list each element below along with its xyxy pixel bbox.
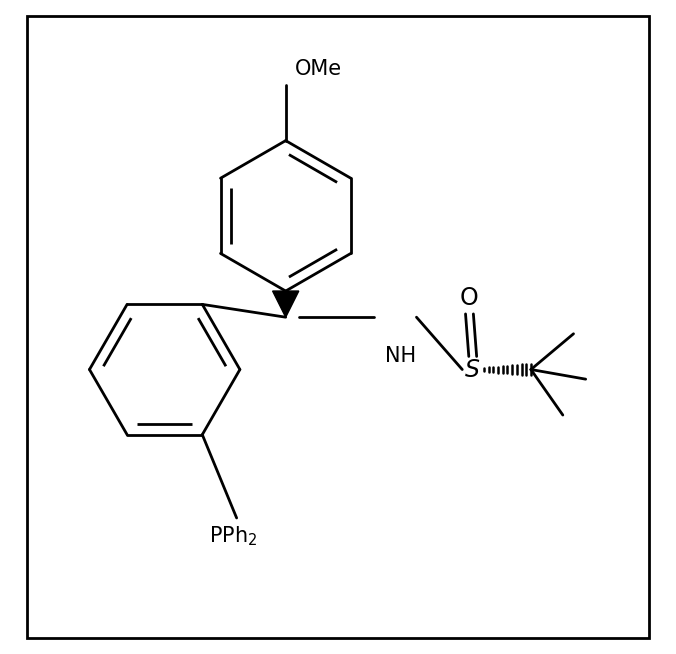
Polygon shape bbox=[272, 291, 299, 317]
Text: PPh$_2$: PPh$_2$ bbox=[209, 525, 258, 548]
Text: OMe: OMe bbox=[295, 59, 342, 78]
Text: NH: NH bbox=[385, 347, 416, 366]
Text: S: S bbox=[464, 358, 479, 381]
Text: O: O bbox=[460, 286, 478, 309]
